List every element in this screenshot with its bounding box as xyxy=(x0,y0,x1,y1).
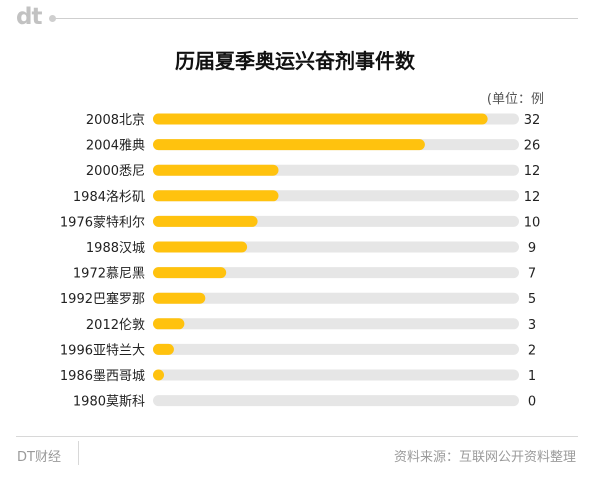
value-label: 0 xyxy=(528,395,536,410)
category-label: 1976蒙特利尔 xyxy=(60,215,145,230)
value-label: 32 xyxy=(524,113,541,128)
footer-brand: DT财经 xyxy=(17,450,61,465)
bar xyxy=(153,113,488,125)
category-label: 2008北京 xyxy=(86,113,145,128)
bar xyxy=(153,190,279,202)
value-label: 10 xyxy=(524,215,541,230)
value-label: 1 xyxy=(528,369,536,384)
bar xyxy=(153,318,185,330)
category-label: 1992巴塞罗那 xyxy=(60,291,145,307)
value-label: 2 xyxy=(528,343,536,358)
value-label: 12 xyxy=(524,164,541,179)
bar-track xyxy=(153,369,519,381)
bar xyxy=(153,139,425,151)
category-label: 2000悉尼 xyxy=(86,164,145,179)
value-label: 7 xyxy=(528,267,536,282)
category-label: 1986墨西哥城 xyxy=(60,369,145,384)
unit-label: (单位：例 xyxy=(486,92,544,107)
category-label: 1988汉城 xyxy=(86,241,145,256)
bar xyxy=(153,164,279,176)
footer-rule xyxy=(16,436,578,437)
category-label: 1984洛杉矶 xyxy=(73,190,145,205)
category-label: 1996亚特兰大 xyxy=(60,343,145,358)
value-label: 26 xyxy=(524,139,541,154)
category-label: 2012伦敦 xyxy=(86,317,145,333)
header-rule-dot xyxy=(49,15,56,22)
value-label: 5 xyxy=(528,292,536,307)
bar-track xyxy=(153,395,519,407)
header-rule xyxy=(54,18,578,19)
bar xyxy=(153,267,227,279)
source-note: 资料来源：互联网公开资料整理 xyxy=(393,450,576,465)
bar xyxy=(153,292,206,304)
bar xyxy=(153,241,248,253)
value-label: 12 xyxy=(524,190,541,205)
value-label: 9 xyxy=(528,241,536,256)
chart-title: 历届夏季奥运兴奋剂事件数 xyxy=(175,49,415,73)
bar xyxy=(153,215,258,227)
footer-separator xyxy=(78,441,79,465)
category-label: 2004雅典 xyxy=(86,139,145,154)
bar xyxy=(153,369,164,381)
category-label: 1980莫斯科 xyxy=(73,395,145,410)
dt-logo: dt xyxy=(16,4,42,30)
bar-track xyxy=(153,267,519,279)
value-label: 3 xyxy=(528,318,536,333)
bar-track xyxy=(153,292,519,304)
bar-track xyxy=(153,318,519,330)
bar-track xyxy=(153,343,519,355)
category-label: 1972慕尼黑 xyxy=(73,267,145,282)
bar xyxy=(153,343,174,355)
